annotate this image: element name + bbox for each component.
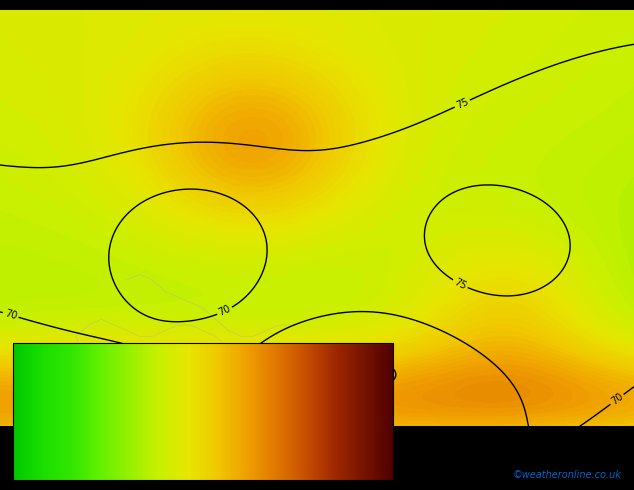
Text: 70: 70 [3,308,18,321]
Text: 75: 75 [455,97,470,111]
Text: 70: 70 [217,304,233,318]
Text: 65: 65 [366,378,380,391]
Text: Height/Temp. 925 hPa mean+σ [gpdm] ECMWF: Height/Temp. 925 hPa mean+σ [gpdm] ECMWF [13,436,262,446]
Text: ©weatheronline.co.uk: ©weatheronline.co.uk [512,470,621,480]
Text: 75: 75 [452,277,468,292]
Text: 70: 70 [609,392,625,407]
Text: Tu 11-06-2024 06:00 UTC (18+108): Tu 11-06-2024 06:00 UTC (18+108) [444,436,634,446]
